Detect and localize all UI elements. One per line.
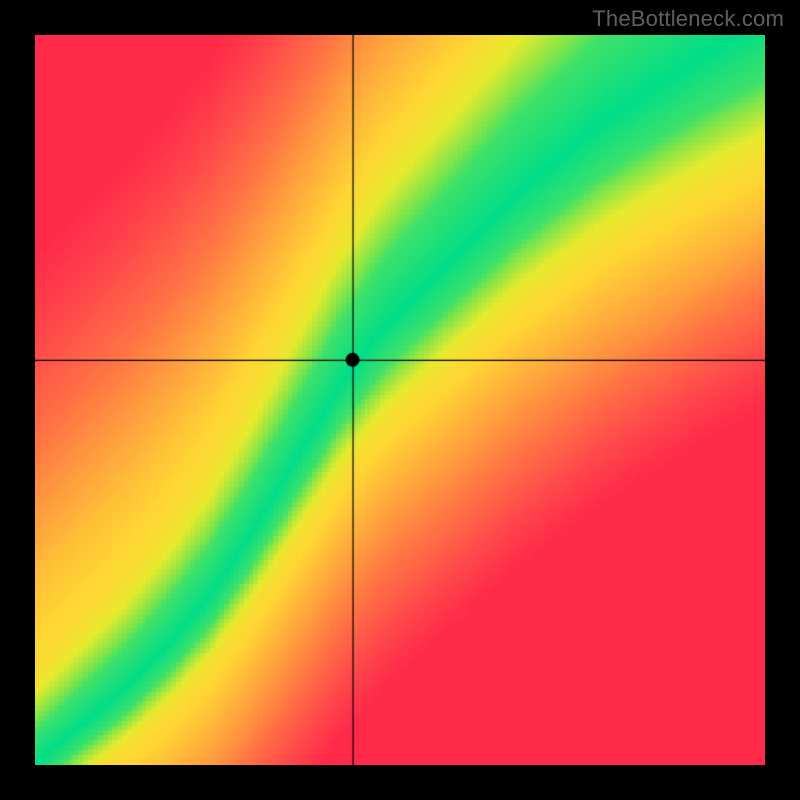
bottleneck-heatmap — [35, 35, 765, 765]
chart-frame: TheBottleneck.com — [0, 0, 800, 800]
watermark-text: TheBottleneck.com — [592, 6, 784, 32]
